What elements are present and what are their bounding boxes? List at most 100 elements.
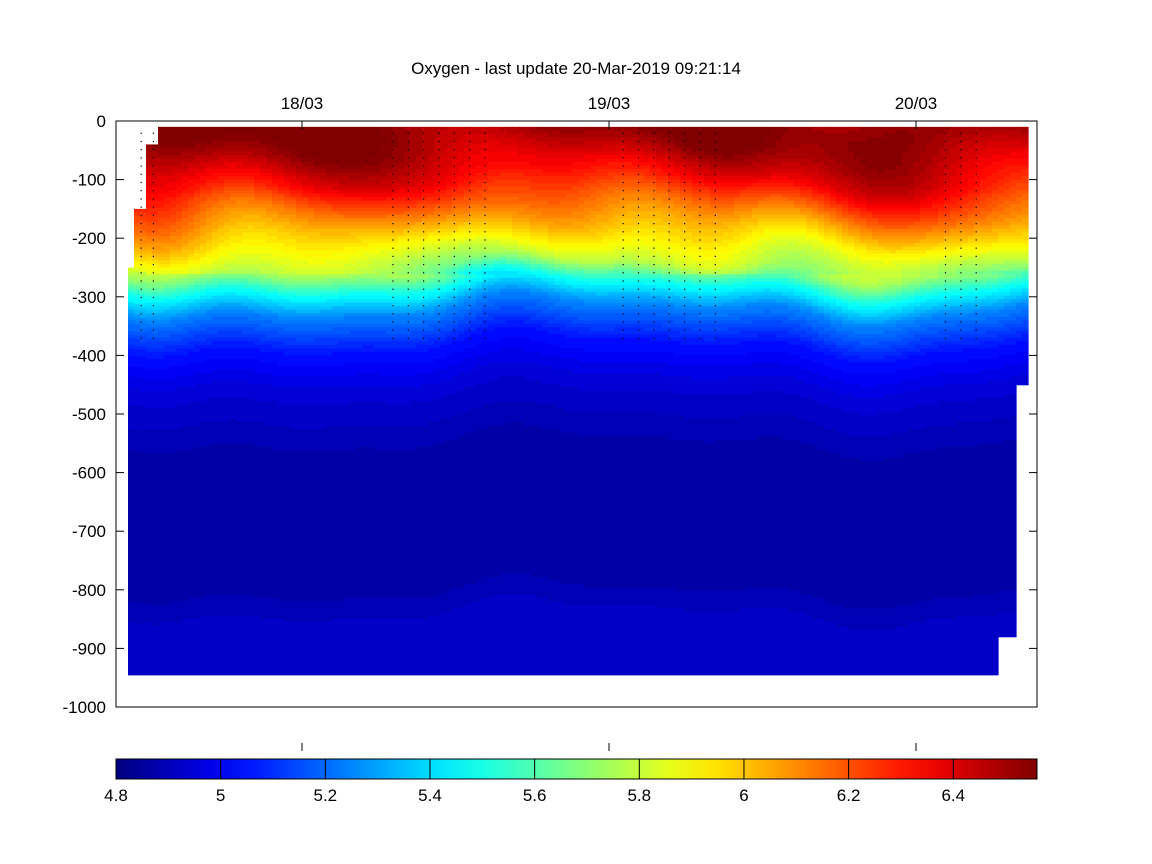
field-cell <box>266 397 273 402</box>
field-cell <box>188 598 195 603</box>
field-cell <box>230 351 237 356</box>
field-cell <box>194 499 201 504</box>
field-cell <box>164 439 171 444</box>
field-cell <box>152 369 159 374</box>
field-cell <box>200 654 207 659</box>
field-cell <box>164 415 171 420</box>
field-cell <box>170 545 177 550</box>
field-cell <box>128 408 135 413</box>
field-cell <box>248 587 255 592</box>
field-cell <box>314 633 321 638</box>
field-cell <box>188 478 195 483</box>
field-cell <box>206 474 213 480</box>
field-cell <box>224 228 231 233</box>
field-cell <box>314 214 321 219</box>
field-cell <box>170 425 177 430</box>
field-cell <box>188 580 195 585</box>
field-cell <box>266 598 273 603</box>
field-cell <box>158 246 165 251</box>
field-cell <box>320 383 327 388</box>
field-cell <box>164 668 171 673</box>
field-cell <box>308 221 315 226</box>
field-cell <box>176 383 183 388</box>
field-cell <box>176 608 183 613</box>
field-cell <box>152 538 159 543</box>
field-cell <box>320 394 327 399</box>
field-cell <box>194 471 201 476</box>
field-cell <box>248 225 255 230</box>
field-cell <box>290 478 297 483</box>
field-cell <box>164 499 171 504</box>
field-cell <box>224 218 231 223</box>
field-cell <box>128 309 135 314</box>
field-cell <box>290 165 297 170</box>
field-cell <box>182 633 189 638</box>
field-cell <box>308 467 315 473</box>
field-cell <box>158 531 165 536</box>
field-cell <box>266 295 273 300</box>
field-cell <box>158 633 165 638</box>
field-cell <box>284 197 291 202</box>
field-cell <box>278 137 285 142</box>
field-cell <box>194 165 201 170</box>
field-cell <box>308 147 315 153</box>
field-cell <box>194 288 201 293</box>
field-cell <box>164 541 171 546</box>
field-cell <box>302 348 309 353</box>
field-cell <box>164 425 171 430</box>
field-cell <box>158 151 165 156</box>
field-cell <box>248 485 255 490</box>
field-cell <box>290 372 297 378</box>
field-cell <box>218 633 225 638</box>
field-cell <box>194 186 201 191</box>
field-cell <box>230 415 237 420</box>
field-cell <box>206 664 213 669</box>
field-cell <box>152 218 159 223</box>
field-cell <box>212 411 219 416</box>
field-cell <box>158 545 165 550</box>
field-cell <box>134 381 141 386</box>
field-cell <box>176 162 183 167</box>
field-cell <box>140 581 147 586</box>
field-cell <box>314 154 321 160</box>
field-cell <box>194 460 201 465</box>
field-cell <box>128 323 135 328</box>
field-cell <box>278 186 285 191</box>
field-cell <box>266 334 273 339</box>
field-cell <box>314 439 321 444</box>
field-cell <box>152 183 159 188</box>
field-cell <box>254 605 261 610</box>
field-cell <box>314 204 321 209</box>
field-cell <box>248 439 255 444</box>
field-cell <box>290 147 297 153</box>
field-cell <box>170 534 177 539</box>
field-cell <box>320 467 327 473</box>
field-cell <box>314 193 321 198</box>
field-cell <box>302 415 309 420</box>
field-cell <box>230 183 237 188</box>
field-cell <box>206 531 213 536</box>
field-cell <box>146 355 153 360</box>
field-cell <box>218 671 225 676</box>
field-cell <box>158 327 165 332</box>
field-cell <box>140 222 147 228</box>
field-cell <box>260 443 267 448</box>
field-cell <box>272 306 279 311</box>
field-cell <box>260 309 267 314</box>
field-cell <box>224 411 231 416</box>
field-cell <box>302 432 309 437</box>
field-cell <box>176 369 183 374</box>
field-cell <box>218 404 225 409</box>
field-cell <box>224 422 231 427</box>
field-cell <box>128 657 135 662</box>
field-cell <box>284 372 291 378</box>
field-cell <box>296 214 303 219</box>
field-cell <box>314 126 321 131</box>
field-cell <box>260 383 267 388</box>
field-cell <box>308 513 315 518</box>
field-cell <box>134 479 141 484</box>
field-cell <box>260 260 267 265</box>
field-cell <box>284 130 291 135</box>
field-cell <box>206 425 213 430</box>
field-cell <box>260 242 267 248</box>
